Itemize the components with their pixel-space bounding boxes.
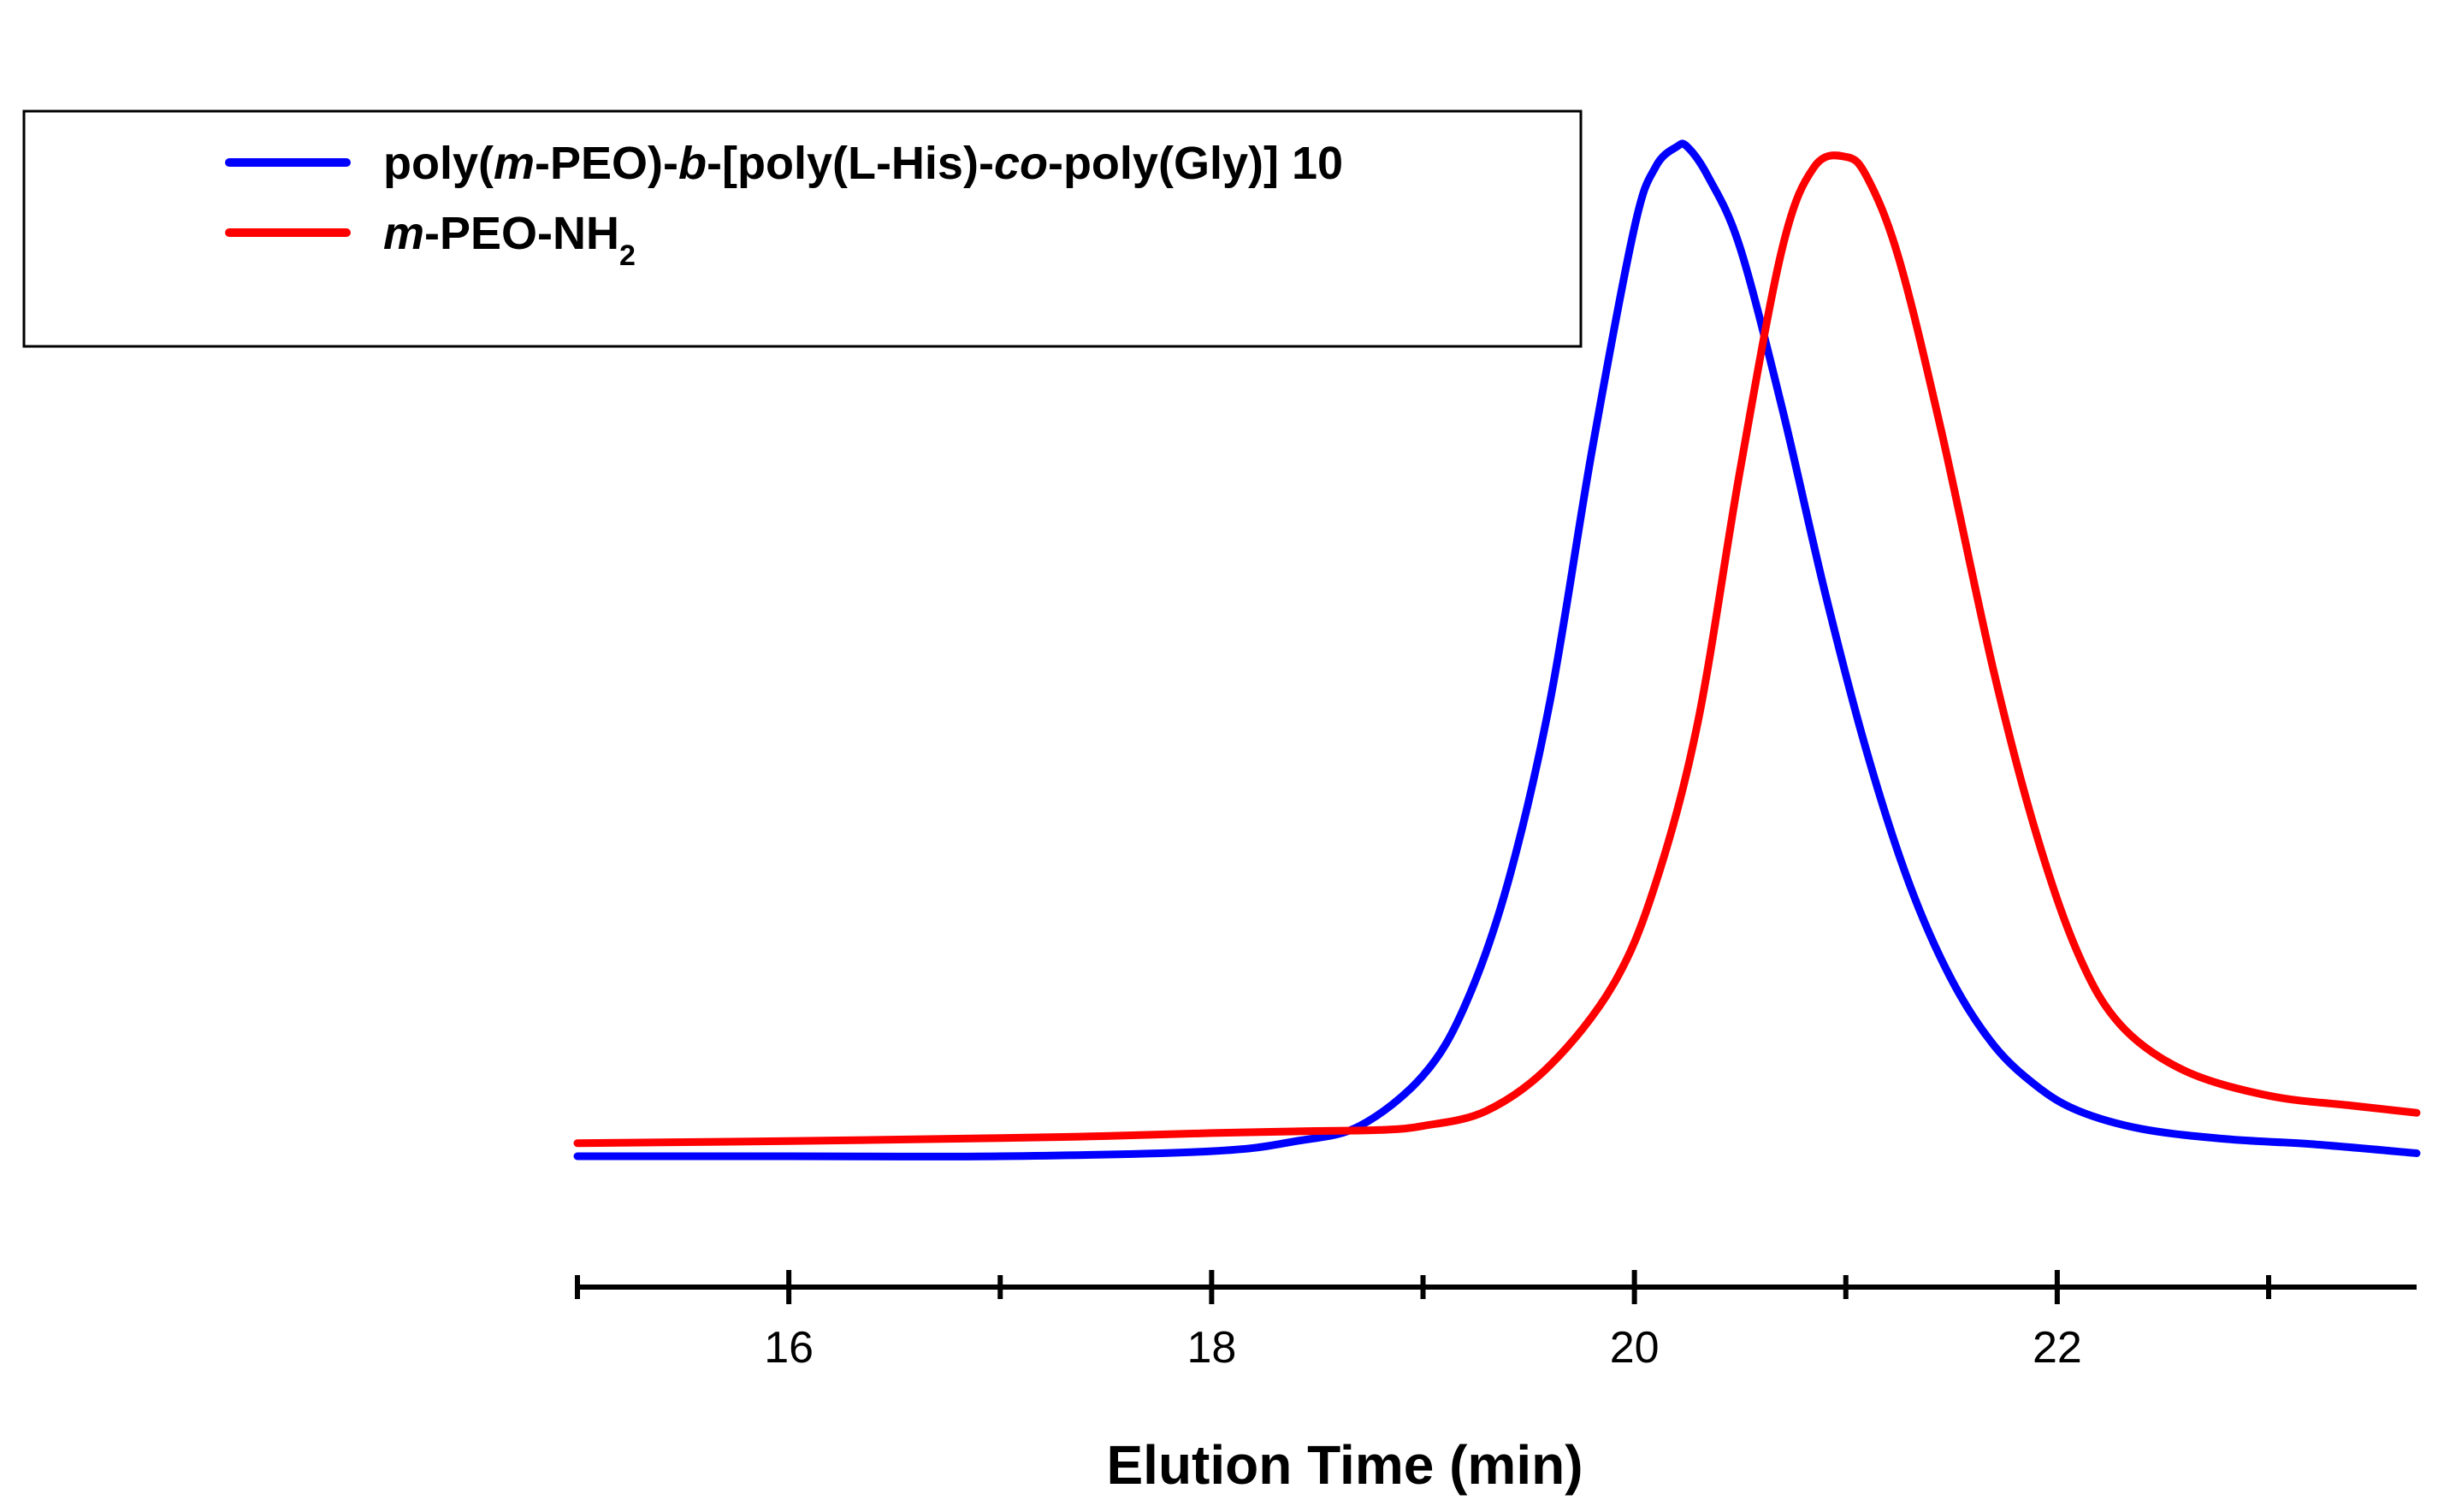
legend: poly(m-PEO)-b-[poly(L-His)-co-poly(Gly)]… (225, 138, 1343, 272)
legend-item-1: poly(m-PEO)-b-[poly(L-His)-co-poly(Gly)]… (225, 138, 1343, 189)
legend-label: poly(m-PEO)-b-[poly(L-His)-co-poly(Gly)]… (383, 138, 1343, 189)
legend-label: m-PEO-NH2 (383, 208, 636, 272)
series-layer (573, 139, 2421, 1161)
series-line-2 (573, 151, 2421, 1148)
series-line-1 (573, 139, 2421, 1161)
x-axis-title: Elution Time (min) (1106, 1434, 1583, 1496)
x-tick-label: 22 (2033, 1323, 2082, 1373)
x-tick-label: 16 (764, 1323, 814, 1373)
x-axis-ticks: 16 18 20 22 (575, 1270, 2272, 1373)
x-tick-label: 20 (1610, 1323, 1660, 1373)
legend-item-2: m-PEO-NH2 (225, 208, 636, 272)
x-tick-label: 18 (1186, 1323, 1236, 1373)
